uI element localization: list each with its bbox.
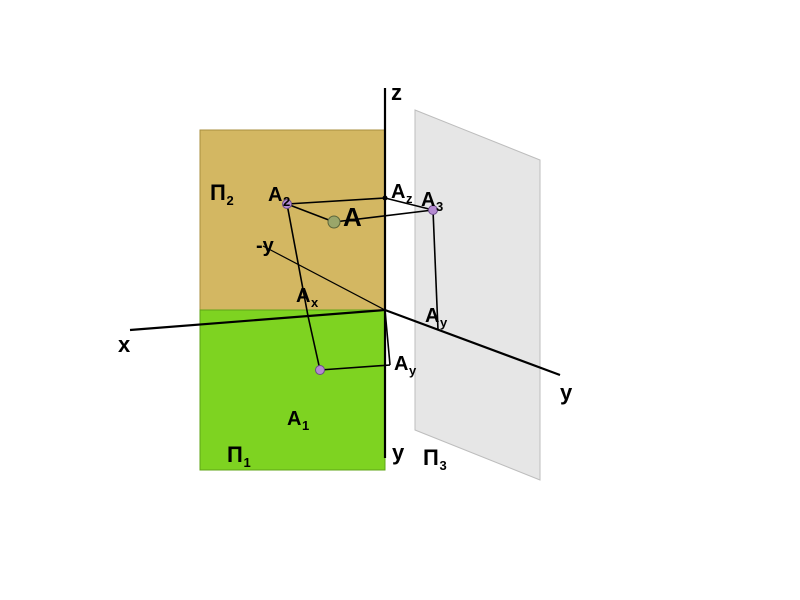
svg-text:A: A	[287, 408, 301, 430]
svg-text:A: A	[391, 181, 405, 203]
svg-text:П: П	[423, 445, 439, 470]
plane-label-p3: П3	[423, 445, 447, 473]
label-axis-z: z	[391, 80, 402, 105]
label-axis-neg-y: -y	[256, 235, 275, 257]
svg-text:A: A	[425, 305, 439, 327]
point-Az	[383, 196, 388, 201]
svg-text:A: A	[296, 285, 310, 307]
point-A1	[316, 366, 325, 375]
svg-text:y: y	[440, 315, 448, 330]
svg-text:z: z	[406, 191, 413, 206]
svg-text:3: 3	[436, 199, 443, 214]
label-point-A: A	[343, 202, 362, 232]
svg-text:1: 1	[244, 455, 251, 470]
svg-text:A: A	[421, 189, 435, 211]
label-point-Ay-2: Ay	[394, 353, 417, 378]
plane-p3	[415, 110, 540, 480]
svg-text:П: П	[227, 442, 243, 467]
svg-text:A: A	[268, 184, 282, 206]
label-axis-y: y	[560, 380, 573, 405]
svg-text:3: 3	[440, 458, 447, 473]
label-axis-x: x	[118, 332, 131, 357]
label-point-Az: Az	[391, 181, 413, 206]
svg-text:A: A	[394, 353, 408, 375]
point-A	[328, 216, 340, 228]
projection-diagram: zxyy-yП1П2П3AA1A2A3AxAyAyAz	[0, 0, 800, 600]
svg-text:П: П	[210, 180, 226, 205]
label-axis-y-fold: y	[392, 440, 405, 465]
svg-text:1: 1	[302, 418, 309, 433]
svg-text:2: 2	[227, 193, 234, 208]
svg-text:x: x	[311, 295, 319, 310]
svg-text:y: y	[409, 363, 417, 378]
svg-text:2: 2	[283, 194, 290, 209]
